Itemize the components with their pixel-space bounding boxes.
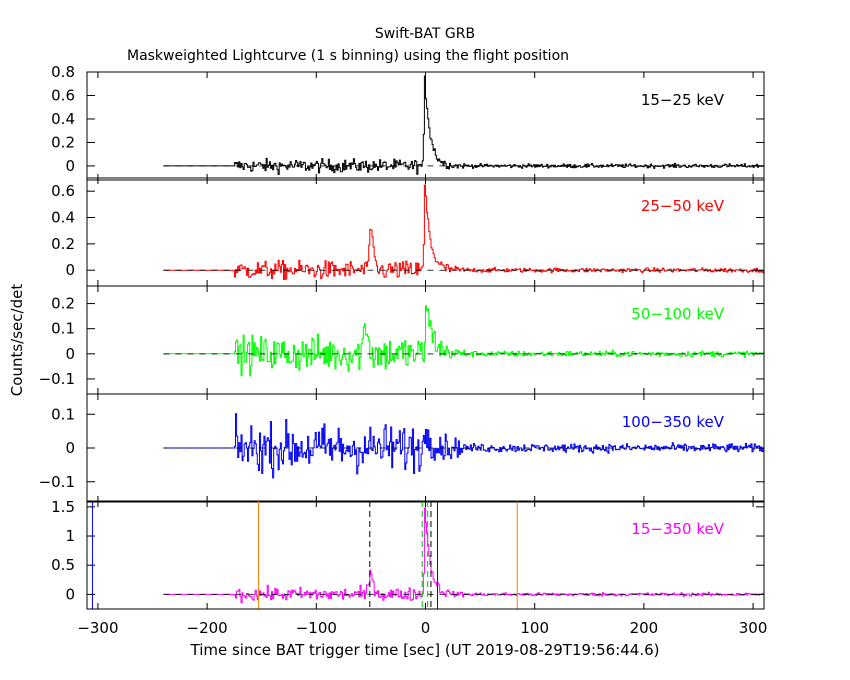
panel-label-0: 15−25 keV — [641, 91, 725, 109]
x-tick-label-5: 200 — [630, 619, 659, 637]
y-tick-label-2-3: 0.2 — [51, 295, 75, 313]
y-tick-label-2-1: 0 — [65, 345, 75, 363]
y-tick-label-0-4: 0.8 — [51, 63, 75, 81]
y-tick-label-1-3: 0.6 — [51, 182, 75, 200]
y-tick-label-0-1: 0.2 — [51, 133, 75, 151]
y-tick-label-0-2: 0.4 — [51, 110, 75, 128]
y-tick-label-1-2: 0.4 — [51, 209, 75, 227]
x-tick-label-1: −200 — [187, 619, 228, 637]
y-tick-label-1-1: 0.2 — [51, 235, 75, 253]
y-tick-label-4-0: 0 — [65, 585, 75, 603]
y-tick-label-3-1: 0 — [65, 439, 75, 457]
x-tick-label-2: −100 — [296, 619, 337, 637]
y-tick-label-4-3: 1.5 — [51, 498, 75, 516]
y-tick-label-0-0: 0 — [65, 157, 75, 175]
series-line-3 — [163, 413, 765, 479]
series-line-2 — [163, 305, 765, 377]
chart-title: Swift-BAT GRB — [375, 26, 475, 42]
y-tick-label-0-3: 0.6 — [51, 86, 75, 104]
y-tick-label-2-2: 0.1 — [51, 320, 75, 338]
y-tick-label-3-2: 0.1 — [51, 405, 75, 423]
x-tick-label-6: 300 — [739, 619, 768, 637]
x-axis-label: Time since BAT trigger time [sec] (UT 20… — [190, 641, 660, 659]
y-tick-label-4-1: 0.5 — [51, 556, 75, 574]
panel-label-4: 15−350 keV — [631, 520, 724, 538]
x-tick-label-0: −300 — [77, 619, 118, 637]
panels-group: 0 0.2 0.4 0.6 0.8 15−25 keV 0 0.2 0.4 0.6 25−50 ke… — [39, 63, 768, 637]
x-tick-label-4: 100 — [520, 619, 549, 637]
panel-label-3: 100−350 keV — [622, 413, 725, 431]
y-tick-label-4-2: 1 — [65, 527, 75, 545]
x-tick-label-3: 0 — [421, 619, 431, 637]
series-line-1 — [163, 184, 765, 280]
series-line-4 — [163, 507, 765, 604]
series-line-0 — [163, 75, 765, 175]
y-tick-label-2-0: −0.1 — [39, 370, 75, 388]
panel-label-1: 25−50 keV — [641, 197, 725, 215]
y-tick-label-1-0: 0 — [65, 261, 75, 279]
y-axis-label: Counts/sec/det — [8, 284, 26, 397]
chart-subtitle: Maskweighted Lightcurve (1 s binning) us… — [127, 48, 569, 64]
y-tick-label-3-0: −0.1 — [39, 473, 75, 491]
panel-label-2: 50−100 keV — [631, 305, 724, 323]
